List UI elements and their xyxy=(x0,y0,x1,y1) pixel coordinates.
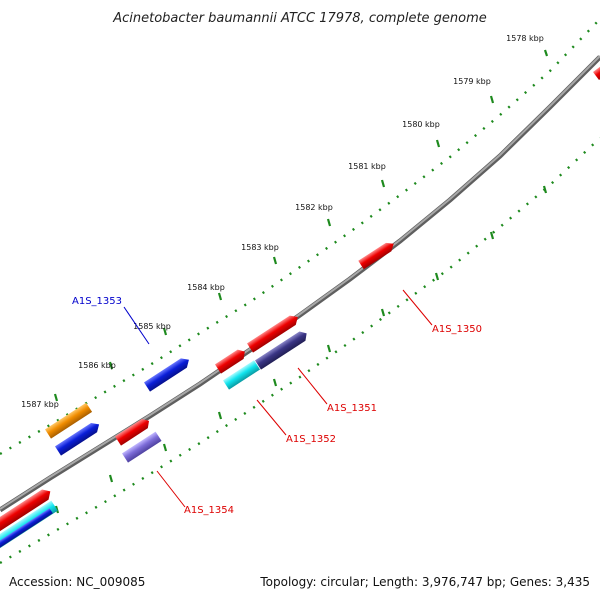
major-tick-1584 xyxy=(217,292,223,301)
inner-tick-h xyxy=(162,443,168,452)
gene-orange-block[interactable] xyxy=(45,402,93,439)
gene-blocks[interactable] xyxy=(0,61,600,554)
scale-label-1580: 1580 kbp xyxy=(402,120,440,129)
gene-label-a1s-1352[interactable]: A1S_1352 xyxy=(286,434,336,445)
genome-summary-text: Topology: circular; Length: 3,976,747 bp… xyxy=(259,575,590,589)
gene-a1s-1352-cyan-block[interactable] xyxy=(223,360,261,390)
leader-a1s-1353 xyxy=(123,306,150,345)
gene-a1s-1354-lavender-block[interactable] xyxy=(122,431,162,463)
gene-a1s-1351-red-block[interactable] xyxy=(247,312,301,353)
gene-blue-block[interactable] xyxy=(55,420,102,456)
inner-tick-b xyxy=(489,231,495,240)
inner-ring-major-ticks xyxy=(54,185,548,514)
outer-scale-dots xyxy=(0,18,600,456)
gene-label-a1s-1351[interactable]: A1S_1351 xyxy=(327,403,377,414)
scale-label-1585: 1585 kbp xyxy=(133,322,171,331)
scale-label-1579: 1579 kbp xyxy=(453,77,491,86)
inner-tick-e xyxy=(326,344,332,353)
outer-scale-labels: 1578 kbp 1579 kbp 1580 kbp 1581 kbp 1582… xyxy=(21,34,544,409)
inner-tick-c xyxy=(434,272,440,281)
inner-ring-dots xyxy=(0,137,600,565)
major-tick-1579 xyxy=(489,95,495,104)
major-tick-1586 xyxy=(108,361,114,370)
outer-scale-ring xyxy=(0,18,600,456)
scale-label-1586: 1586 kbp xyxy=(78,361,116,370)
backbone-highlight xyxy=(0,55,600,510)
scale-label-1583: 1583 kbp xyxy=(241,243,279,252)
major-tick-1581 xyxy=(380,179,386,188)
scale-label-1581: 1581 kbp xyxy=(348,162,386,171)
inner-tick-g xyxy=(217,411,223,420)
gene-a1s-1353-block[interactable] xyxy=(144,355,192,392)
scale-label-1582: 1582 kbp xyxy=(295,203,333,212)
leader-a1s-1354 xyxy=(156,470,186,508)
inner-tick-a xyxy=(542,185,548,194)
gene-a1s-1351-navy-block[interactable] xyxy=(255,329,310,370)
major-tick-1578 xyxy=(543,49,549,57)
inner-tick-d xyxy=(380,308,386,317)
leader-a1s-1351 xyxy=(297,367,328,405)
scale-label-1584: 1584 kbp xyxy=(187,283,225,292)
scale-label-1578: 1578 kbp xyxy=(506,34,544,43)
gene-bottom-red-block[interactable] xyxy=(0,486,54,536)
major-tick-1585 xyxy=(162,327,168,336)
genome-backbone xyxy=(0,55,600,513)
gene-labels: A1S_1350 A1S_1351 A1S_1352 A1S_1353 A1S_… xyxy=(72,296,482,516)
gene-label-a1s-1353[interactable]: A1S_1353 xyxy=(72,296,122,307)
gene-a1s-1354-red-block[interactable] xyxy=(115,416,152,446)
label-leaders xyxy=(123,289,433,508)
gene-a1s-1352-red-block[interactable] xyxy=(215,347,248,374)
major-tick-1583 xyxy=(272,256,278,265)
gene-label-a1s-1350[interactable]: A1S_1350 xyxy=(432,324,482,335)
map-title: Acinetobacter baumannii ATCC 17978, comp… xyxy=(112,11,487,26)
outer-scale-major-ticks xyxy=(53,49,549,402)
inner-ring xyxy=(0,137,600,565)
accession-text: Accession: NC_009085 xyxy=(9,575,145,589)
major-tick-1587 xyxy=(53,393,59,402)
gene-a1s-1349-block[interactable] xyxy=(592,61,600,80)
leader-a1s-1352 xyxy=(256,399,287,436)
gene-a1s-1350-block[interactable] xyxy=(358,240,396,270)
major-tick-1582 xyxy=(326,218,332,227)
gene-label-a1s-1354[interactable]: A1S_1354 xyxy=(184,505,234,516)
scale-label-1587: 1587 kbp xyxy=(21,400,59,409)
major-tick-1580 xyxy=(435,139,441,148)
inner-tick-f xyxy=(272,378,278,387)
inner-tick-i xyxy=(108,474,114,483)
leader-a1s-1350 xyxy=(402,289,433,326)
gene-bottom-blue-block[interactable] xyxy=(0,508,53,554)
